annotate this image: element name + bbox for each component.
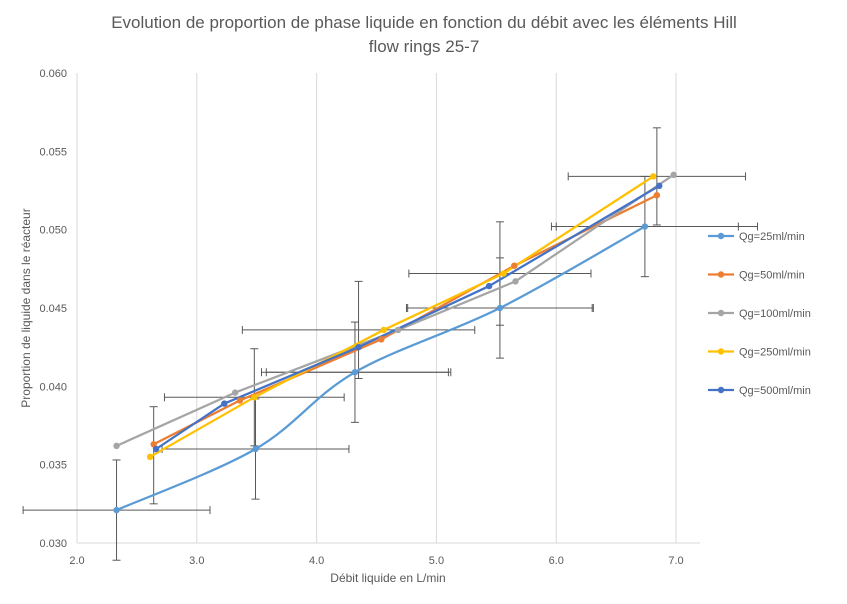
data-point-qg-100ml-min: [512, 278, 519, 285]
legend-marker-qg-50ml-min: [717, 271, 725, 278]
x-tick-label: 5.0: [429, 555, 444, 567]
x-tick-label: 6.0: [549, 555, 564, 567]
data-point-qg-100ml-min: [394, 326, 402, 334]
data-point-qg-100ml-min: [231, 389, 239, 396]
x-tick-label: 4.0: [309, 555, 324, 567]
data-point-qg-100ml-min: [670, 171, 677, 179]
legend-label-qg-250ml-min: Qg=250ml/min: [739, 347, 811, 359]
series-line-qg-250ml-min: [149, 175, 654, 458]
data-point-qg-25ml-min: [351, 369, 359, 376]
series-lines: [116, 173, 675, 512]
legend-label-qg-500ml-min: Qg=500ml/min: [739, 385, 811, 397]
y-axis-label: Proportion de liquide dans le réacteur: [19, 208, 33, 407]
data-point-qg-50ml-min: [150, 441, 157, 448]
series-line-qg-100ml-min: [116, 173, 675, 447]
data-point-qg-500ml-min: [355, 343, 362, 351]
y-tick-label: 0.045: [39, 303, 67, 315]
legend-label-qg-25ml-min: Qg=25ml/min: [739, 231, 805, 243]
series-line-qg-25ml-min: [116, 225, 646, 512]
legend-label-qg-50ml-min: Qg=50ml/min: [739, 270, 805, 282]
y-tick-label: 0.060: [39, 68, 67, 80]
data-point-qg-25ml-min: [113, 506, 120, 514]
data-point-qg-250ml-min: [380, 326, 387, 334]
y-tick-label: 0.040: [39, 381, 67, 393]
legend-marker-qg-250ml-min: [717, 348, 725, 355]
data-point-qg-500ml-min: [221, 400, 228, 407]
data-point-qg-500ml-min: [152, 445, 160, 453]
data-point-qg-500ml-min: [485, 282, 493, 290]
data-point-qg-100ml-min: [113, 442, 120, 450]
data-point-qg-50ml-min: [511, 262, 518, 269]
tick-labels: 2.0 3.0 4.0 5.0 6.0 7.0 0.030 0.035 0.040 0.045 0.…: [39, 68, 683, 567]
legend-marker-qg-500ml-min: [717, 386, 725, 394]
grid: [76, 73, 700, 544]
data-point-qg-25ml-min: [252, 445, 259, 453]
series-markers: [113, 171, 677, 514]
x-tick-label: 2.0: [69, 555, 84, 567]
y-tick-label: 0.055: [39, 146, 67, 158]
legend-marker-qg-25ml-min: [717, 232, 725, 240]
y-tick-label: 0.035: [39, 460, 67, 472]
chart-title-line1: Evolution de proportion de phase liquide…: [111, 13, 737, 32]
data-point-qg-500ml-min: [656, 182, 663, 189]
data-point-qg-250ml-min: [650, 173, 657, 180]
data-point-qg-50ml-min: [378, 336, 385, 343]
legend-label-qg-100ml-min: Qg=100ml/min: [739, 308, 811, 320]
data-point-qg-25ml-min: [496, 304, 504, 312]
legend: Qg=25ml/min Qg=50ml/min Qg=100ml/min Qg=250…: [708, 231, 811, 397]
y-tick-label: 0.050: [39, 225, 67, 237]
data-point-qg-50ml-min: [236, 397, 244, 404]
x-axis-label: Débit liquide en L/min: [330, 571, 445, 585]
data-point-qg-50ml-min: [653, 192, 661, 199]
data-point-qg-250ml-min: [146, 453, 154, 461]
data-point-qg-250ml-min: [500, 270, 507, 277]
legend-marker-qg-100ml-min: [717, 309, 725, 317]
x-tick-label: 7.0: [668, 555, 683, 567]
y-tick-label: 0.030: [39, 538, 67, 550]
chart-title-line2: flow rings 25-7: [369, 37, 480, 56]
data-point-qg-250ml-min: [251, 394, 258, 401]
data-point-qg-25ml-min: [641, 223, 649, 230]
x-tick-label: 3.0: [189, 555, 204, 567]
